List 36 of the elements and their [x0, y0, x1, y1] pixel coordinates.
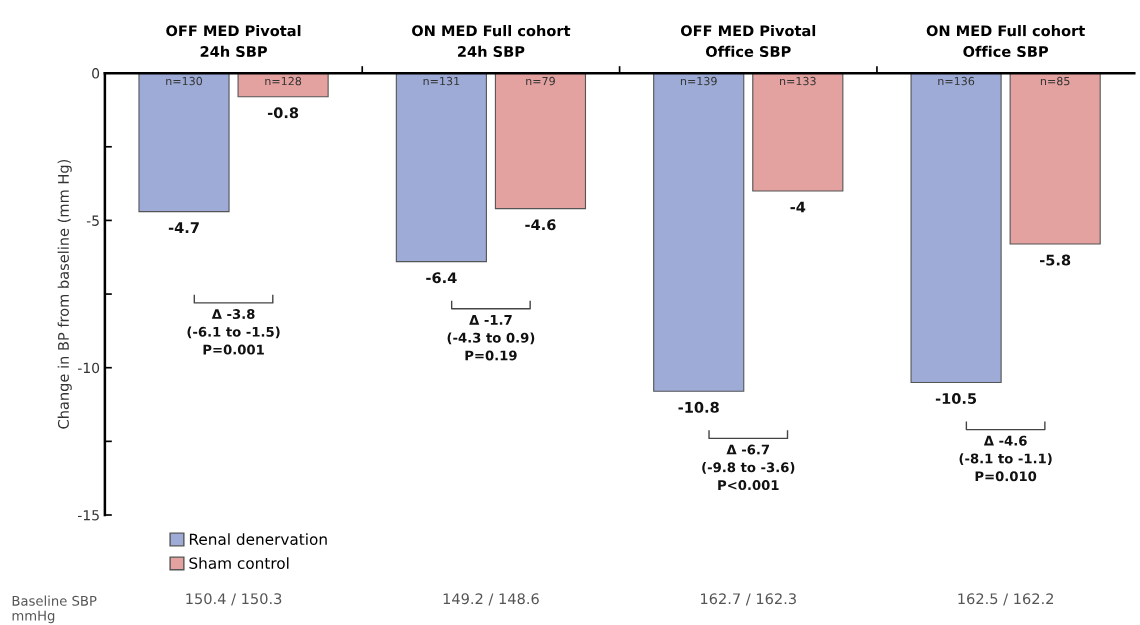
data-label: -0.8 — [267, 107, 299, 119]
annotation: Δ -4.6 (-8.1 to -1.1) P=0.010 — [959, 435, 1052, 482]
annotation: n=128 — [265, 76, 302, 86]
y-axis-title: Change in BP from baseline (mm Hg) — [57, 159, 72, 429]
data-label: -10.5 — [935, 393, 977, 405]
data-label: -5.8 — [1040, 254, 1071, 266]
data-label: -6.4 — [426, 272, 457, 284]
annotation: n=133 — [780, 76, 816, 86]
annotation: Δ -6.7 (-9.8 to -3.6) P<0.001 — [702, 444, 795, 491]
text: 150.4 / 150.3 — [186, 593, 282, 606]
x-tick-label: OFF MED Pivotal Office SBP — [680, 24, 816, 58]
y-tick-label: -15 — [78, 510, 99, 521]
text: 149.2 / 148.6 — [443, 593, 539, 606]
text: Baseline SBP mmHg — [12, 595, 97, 624]
text: 162.5 / 162.2 — [958, 593, 1053, 606]
annotation: Δ -1.7 (-4.3 to 0.9) P=0.19 — [447, 315, 535, 361]
annotation: n=79 — [526, 76, 555, 86]
annotation: n=139 — [680, 76, 717, 86]
annotation: n=136 — [938, 76, 975, 86]
y-tick-label: -5 — [86, 215, 99, 226]
y-tick-label: 0 — [92, 68, 100, 79]
y-tick-label: -10 — [78, 362, 100, 374]
annotation: n=85 — [1040, 76, 1070, 86]
legend-label: Sham control — [189, 557, 289, 569]
annotation: n=131 — [423, 76, 460, 86]
data-label: -4.6 — [525, 219, 556, 231]
x-tick-label: ON MED Full cohort 24h SBP — [412, 24, 571, 58]
data-label: -4.7 — [168, 222, 199, 233]
x-tick-label: ON MED Full cohort Office SBP — [926, 24, 1085, 58]
legend-label: Renal denervation — [189, 533, 327, 545]
data-label: -4 — [790, 201, 806, 213]
annotation: n=130 — [166, 76, 203, 86]
data-label: -10.8 — [678, 401, 719, 413]
text: 162.7 / 162.3 — [701, 593, 796, 606]
x-tick-label: OFF MED Pivotal 24h SBP — [166, 24, 301, 58]
annotation: Δ -3.8 (-6.1 to -1.5) P=0.001 — [187, 309, 280, 355]
